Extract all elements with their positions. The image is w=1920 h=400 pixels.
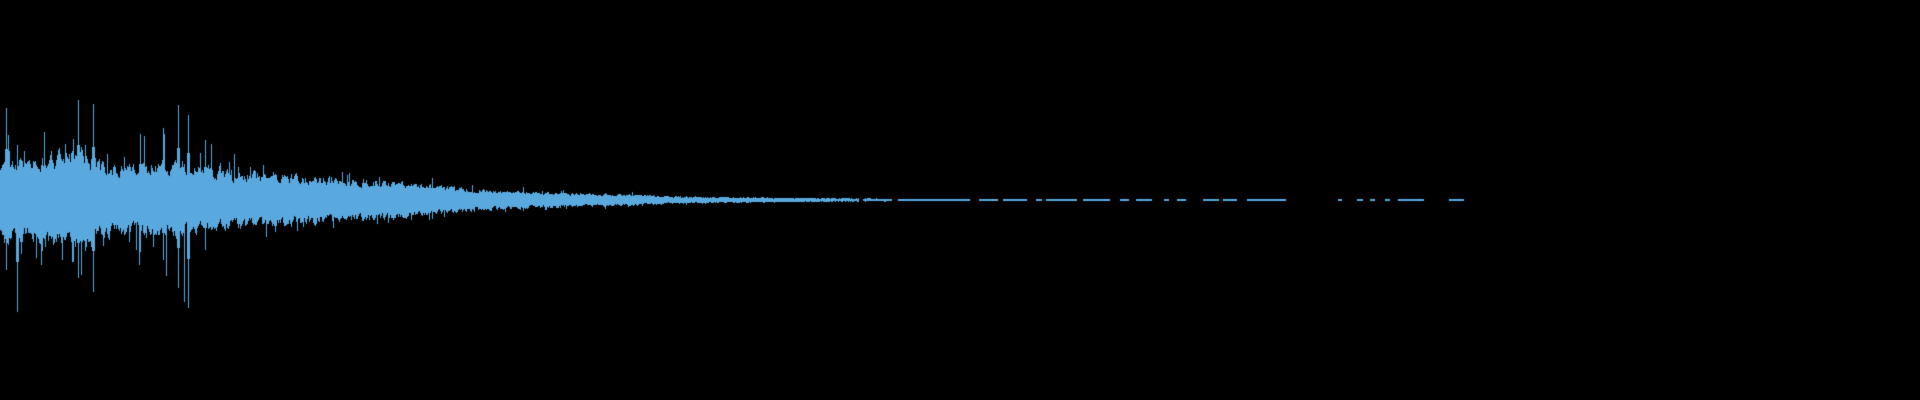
waveform-panel <box>0 0 1920 400</box>
audio-waveform <box>0 0 1920 400</box>
